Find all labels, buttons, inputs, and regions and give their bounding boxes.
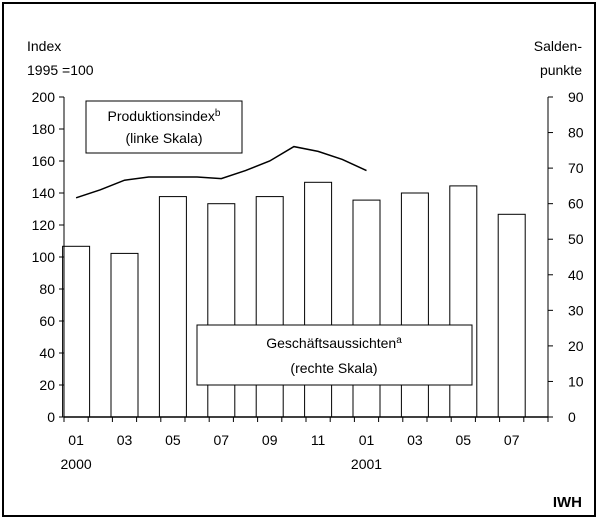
legend-geschaeftsaussichten-line1: Geschäftsaussichtena bbox=[266, 335, 402, 351]
legend-geschaeftsaussichten-line2: (rechte Skala) bbox=[290, 360, 377, 376]
bar-geschaeftsaussichten-1 bbox=[110, 252, 139, 418]
left-tick-label-0: 0 bbox=[47, 409, 55, 425]
right-tick-label-20: 20 bbox=[568, 338, 584, 354]
legend-produktionsindex: Produktionsindexb (linke Skala) bbox=[85, 100, 243, 154]
right-tick-label-0: 0 bbox=[568, 409, 576, 425]
left-tick-label-160: 160 bbox=[32, 153, 56, 169]
right-tick-label-60: 60 bbox=[568, 196, 584, 212]
left-tick-label-140: 140 bbox=[32, 185, 56, 201]
legend-produktionsindex-line2: (linke Skala) bbox=[125, 130, 202, 146]
x-tick-label-6: 01 bbox=[359, 432, 375, 448]
left-tick-label-120: 120 bbox=[32, 217, 56, 233]
x-year-label-2000: 2000 bbox=[61, 456, 92, 472]
left-tick-label-100: 100 bbox=[32, 249, 56, 265]
x-tick-label-1: 03 bbox=[117, 432, 133, 448]
legend-geschaeftsaussichten-superscript: a bbox=[396, 335, 402, 346]
right-axis-title-line2: punkte bbox=[540, 62, 582, 78]
right-tick-label-80: 80 bbox=[568, 125, 584, 141]
right-tick-label-40: 40 bbox=[568, 267, 584, 283]
x-tick-label-0: 01 bbox=[68, 432, 84, 448]
bar-geschaeftsaussichten-0 bbox=[62, 245, 91, 418]
left-axis-title-line2: 1995 =100 bbox=[27, 62, 94, 78]
bar-geschaeftsaussichten-9 bbox=[497, 213, 526, 418]
left-tick-label-80: 80 bbox=[39, 281, 55, 297]
x-tick-label-2: 05 bbox=[165, 432, 181, 448]
legend-geschaeftsaussichten: Geschäftsaussichtena (rechte Skala) bbox=[196, 324, 473, 386]
chart-frame bbox=[2, 2, 596, 517]
left-tick-label-60: 60 bbox=[39, 313, 55, 329]
right-tick-label-30: 30 bbox=[568, 302, 584, 318]
x-tick-label-3: 07 bbox=[214, 432, 230, 448]
right-tick-label-90: 90 bbox=[568, 89, 584, 105]
x-tick-label-7: 03 bbox=[407, 432, 423, 448]
brand-logo-text: IWH bbox=[553, 494, 582, 511]
bar-geschaeftsaussichten-2 bbox=[158, 196, 187, 418]
right-axis-title-line1: Salden- bbox=[534, 38, 583, 54]
x-tick-label-9: 07 bbox=[504, 432, 520, 448]
left-tick-label-200: 200 bbox=[32, 89, 56, 105]
left-tick-label-40: 40 bbox=[39, 345, 55, 361]
right-tick-label-70: 70 bbox=[568, 160, 584, 176]
left-tick-label-180: 180 bbox=[32, 121, 56, 137]
x-tick-label-5: 11 bbox=[311, 432, 326, 448]
left-tick-label-20: 20 bbox=[39, 377, 55, 393]
legend-produktionsindex-label: Produktionsindex bbox=[108, 108, 215, 124]
legend-geschaeftsaussichten-label: Geschäftsaussichten bbox=[266, 335, 396, 351]
x-year-label-2001: 2001 bbox=[351, 456, 382, 472]
right-tick-label-50: 50 bbox=[568, 231, 584, 247]
right-tick-label-10: 10 bbox=[568, 373, 584, 389]
line-produktionsindex bbox=[75, 145, 367, 199]
left-axis-title-line1: Index bbox=[27, 38, 61, 54]
legend-box-geschaeftsaussichten bbox=[196, 324, 473, 386]
legend-produktionsindex-line1: Produktionsindexb bbox=[108, 108, 221, 124]
x-tick-label-8: 05 bbox=[456, 432, 472, 448]
x-tick-label-4: 09 bbox=[262, 432, 278, 448]
legend-produktionsindex-superscript: b bbox=[215, 108, 221, 119]
legend-box-produktionsindex bbox=[85, 100, 243, 154]
